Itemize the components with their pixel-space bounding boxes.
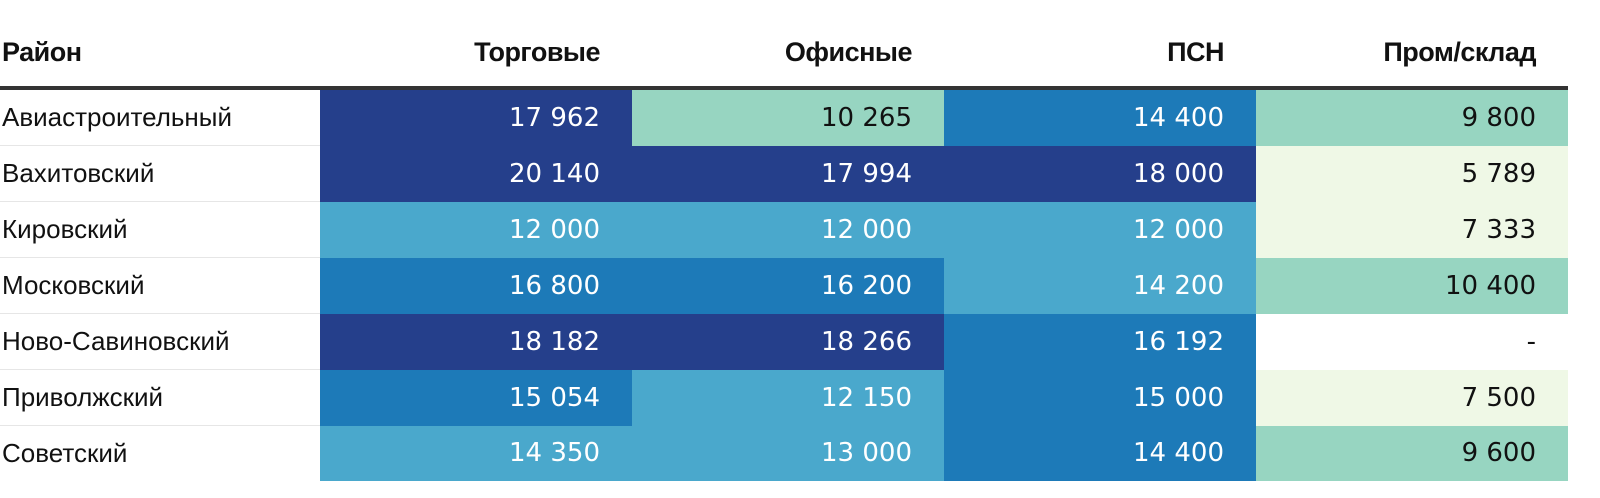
table-row: Вахитовский 20 140 17 994 18 000 5 789: [0, 145, 1568, 202]
heatmap-cell-retail: 18 182: [320, 313, 632, 370]
heatmap-cell-psn: 14 400: [944, 425, 1256, 481]
district-name: Советский: [2, 438, 128, 468]
heatmap-cell-psn: 12 000: [944, 201, 1256, 258]
table-row: Советский 14 350 13 000 14 400 9 600: [0, 425, 1568, 481]
heatmap-cell-retail: 17 962: [320, 88, 632, 146]
heatmap-cell-industrial-warehouse: -: [1256, 313, 1568, 370]
heatmap-cell-industrial-warehouse: 9 800: [1256, 88, 1568, 146]
district-name: Ново-Савиновский: [0, 313, 320, 370]
heatmap-cell-office: 17 994: [632, 145, 944, 202]
heatmap-cell-psn: 16 192: [944, 313, 1256, 370]
header-row: Район Торговые Офисные ПСН Пром/склад: [0, 18, 1568, 90]
heatmap-cell-office: 10 265: [632, 88, 944, 146]
heatmap-cell-psn: 14 400: [944, 88, 1256, 146]
price-heatmap-table: Район Торговые Офисные ПСН Пром/склад Ав…: [0, 18, 1568, 481]
column-header-industrial-warehouse: Пром/склад: [1256, 18, 1568, 90]
heatmap-cell-industrial-warehouse: 5 789: [1256, 145, 1568, 202]
heatmap-cell-psn: 15 000: [944, 369, 1256, 426]
heatmap-cell-office: 18 266: [632, 313, 944, 370]
heatmap-cell-office: 12 000: [632, 201, 944, 258]
heatmap-cell-retail: 20 140: [320, 145, 632, 202]
heatmap-cell-office: 12 150: [632, 369, 944, 426]
district-name: Приволжский: [0, 369, 320, 426]
column-header-retail: Торговые: [320, 18, 632, 90]
heatmap-cell-psn: 18 000: [944, 145, 1256, 202]
heatmap-cell-retail: 15 054: [320, 369, 632, 426]
heatmap-cell-office: 13 000: [632, 425, 944, 481]
district-name: Авиастроительный: [0, 88, 320, 146]
heatmap-cell-psn: 14 200: [944, 257, 1256, 314]
heatmap-cell-retail: 12 000: [320, 201, 632, 258]
heatmap-cell-industrial-warehouse: 7 500: [1256, 369, 1568, 426]
heatmap-cell-office: 16 200: [632, 257, 944, 314]
table-row: Кировский 12 000 12 000 12 000 7 333: [0, 201, 1568, 258]
heatmap-cell-retail: 14 350: [320, 425, 632, 481]
heatmap-cell-industrial-warehouse: 9 600: [1256, 425, 1568, 481]
district-name: Вахитовский: [0, 145, 320, 202]
heatmap-cell-industrial-warehouse: 7 333: [1256, 201, 1568, 258]
district-name: Кировский: [0, 201, 320, 258]
table-row: Приволжский 15 054 12 150 15 000 7 500: [0, 369, 1568, 426]
column-header-office: Офисные: [632, 18, 944, 90]
column-header-psn: ПСН: [944, 18, 1256, 90]
district-name: Московский: [0, 257, 320, 314]
table-body: Авиастроительный 17 962 10 265 14 400 9 800 В…: [0, 88, 1568, 481]
table-row: Московский 16 800 16 200 14 200 10 400: [0, 257, 1568, 314]
table-row: Ново-Савиновский 18 182 18 266 16 192-: [0, 313, 1568, 370]
table-row: Авиастроительный 17 962 10 265 14 400 9 800: [0, 88, 1568, 146]
column-header-district: Район: [0, 18, 320, 90]
heatmap-cell-industrial-warehouse: 10 400: [1256, 257, 1568, 314]
heatmap-cell-retail: 16 800: [320, 257, 632, 314]
